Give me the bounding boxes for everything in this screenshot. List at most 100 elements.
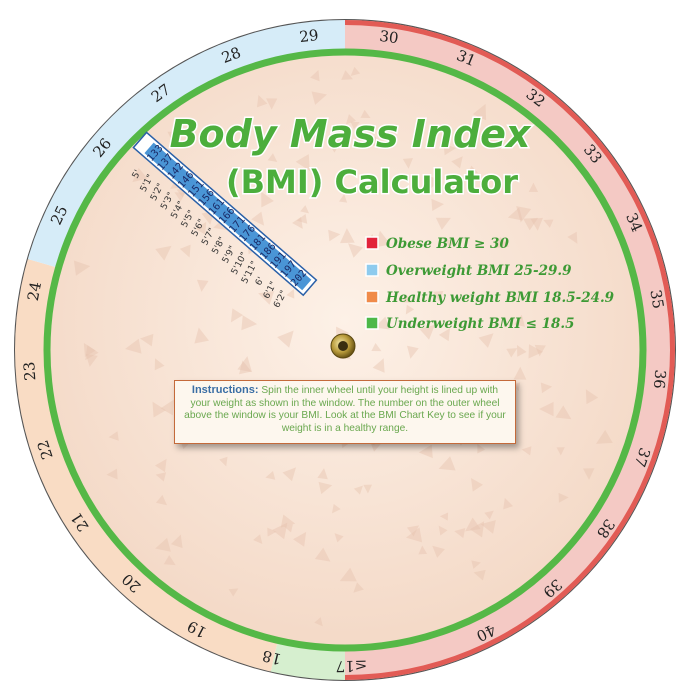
speckle	[339, 567, 357, 582]
speckle	[132, 167, 148, 183]
speckle	[155, 472, 167, 482]
speckle	[237, 356, 252, 373]
speckle	[253, 534, 263, 545]
height-weight-window: 1331371421461511561611661711761811861911…	[132, 131, 318, 297]
speckle	[219, 456, 228, 467]
speckle	[567, 231, 578, 244]
title-line-2: (BMI) Calculator	[226, 163, 518, 201]
speckle	[530, 217, 543, 231]
speckle	[140, 333, 154, 347]
outer-scale-number: 24	[24, 280, 45, 302]
legend-label-obese: Obese BMI ≥ 30	[386, 236, 509, 252]
speckle	[272, 522, 288, 540]
speckle	[540, 382, 553, 394]
speckle	[286, 289, 295, 299]
speckle	[314, 617, 323, 627]
speckle	[154, 358, 165, 371]
outer-scale-number: 36	[650, 369, 670, 390]
speckle	[528, 344, 544, 359]
speckle	[265, 470, 276, 480]
speckle	[160, 399, 174, 416]
speckle	[317, 468, 328, 480]
speckle	[432, 545, 445, 558]
speckle	[471, 477, 483, 492]
speckle	[353, 485, 363, 495]
outer-scale-number: 29	[298, 26, 319, 46]
speckle	[353, 582, 364, 593]
speckle	[439, 512, 449, 521]
speckle	[507, 207, 523, 221]
segment-obese	[345, 20, 675, 680]
speckle	[478, 333, 494, 348]
legend-item-overweight: Overweight BMI 25-29.9	[365, 263, 572, 279]
speckle	[167, 131, 179, 141]
legend-label-underweight: Underweight BMI ≤ 18.5	[386, 316, 575, 332]
speckle	[348, 243, 364, 258]
speckle	[125, 338, 142, 354]
speckle	[595, 429, 613, 444]
speckle	[435, 217, 451, 230]
speckle	[267, 527, 277, 537]
speckle	[85, 353, 98, 367]
speckle	[284, 524, 293, 533]
speckle	[300, 205, 310, 214]
speckle	[326, 140, 341, 153]
speckle	[585, 389, 599, 405]
window-height: 5'	[131, 169, 144, 181]
outer-scale-number: 22	[34, 438, 57, 462]
speckle	[506, 348, 518, 358]
speckle	[405, 527, 423, 543]
speckle	[155, 458, 167, 473]
speckle	[555, 405, 572, 420]
speckle	[443, 143, 457, 156]
speckle	[196, 279, 209, 292]
speckle	[334, 533, 344, 543]
instructions-box: Instructions: Spin the inner wheel until…	[174, 380, 516, 444]
speckle	[251, 211, 265, 226]
speckle	[513, 366, 527, 380]
speckle	[295, 154, 310, 171]
speckle	[368, 186, 378, 196]
speckle	[418, 545, 428, 555]
speckle	[454, 528, 466, 539]
speckle	[406, 525, 420, 537]
speckle	[83, 342, 96, 357]
speckle	[318, 481, 333, 495]
speckle	[280, 514, 296, 528]
speckle	[539, 401, 554, 417]
speckle	[328, 229, 341, 242]
speckle	[516, 206, 532, 223]
speckle	[163, 555, 176, 566]
speckle	[469, 521, 485, 538]
speckle	[372, 358, 385, 373]
speckle	[468, 165, 479, 174]
speckle	[431, 198, 444, 211]
speckle	[155, 537, 171, 552]
speckle	[85, 345, 99, 361]
legend-label-overweight: Overweight BMI 25-29.9	[386, 263, 572, 279]
speckle	[425, 174, 440, 193]
speckle	[433, 291, 444, 302]
speckle	[292, 216, 303, 229]
speckle	[558, 492, 569, 503]
speckle	[230, 308, 244, 323]
speckle	[170, 534, 183, 549]
legend-item-obese: Obese BMI ≥ 30	[365, 236, 509, 252]
outer-scale-number: 30	[378, 27, 399, 47]
bmi-legend: Obese BMI ≥ 30 Overweight BMI 25-29.9 He…	[365, 236, 615, 332]
speckle	[311, 91, 327, 105]
speckle	[438, 456, 456, 471]
speckle	[363, 484, 373, 494]
speckle	[523, 217, 539, 231]
legend-swatch-overweight	[365, 263, 379, 277]
legend-item-healthy: Healthy weight BMI 18.5-24.9	[365, 290, 615, 306]
speckle	[350, 66, 361, 76]
speckle	[465, 517, 481, 532]
speckle	[369, 136, 381, 148]
speckle	[495, 236, 510, 248]
speckle	[419, 324, 435, 340]
green-ring	[43, 48, 647, 652]
speckle	[473, 569, 486, 581]
speckle	[293, 531, 307, 547]
speckle	[471, 560, 481, 569]
